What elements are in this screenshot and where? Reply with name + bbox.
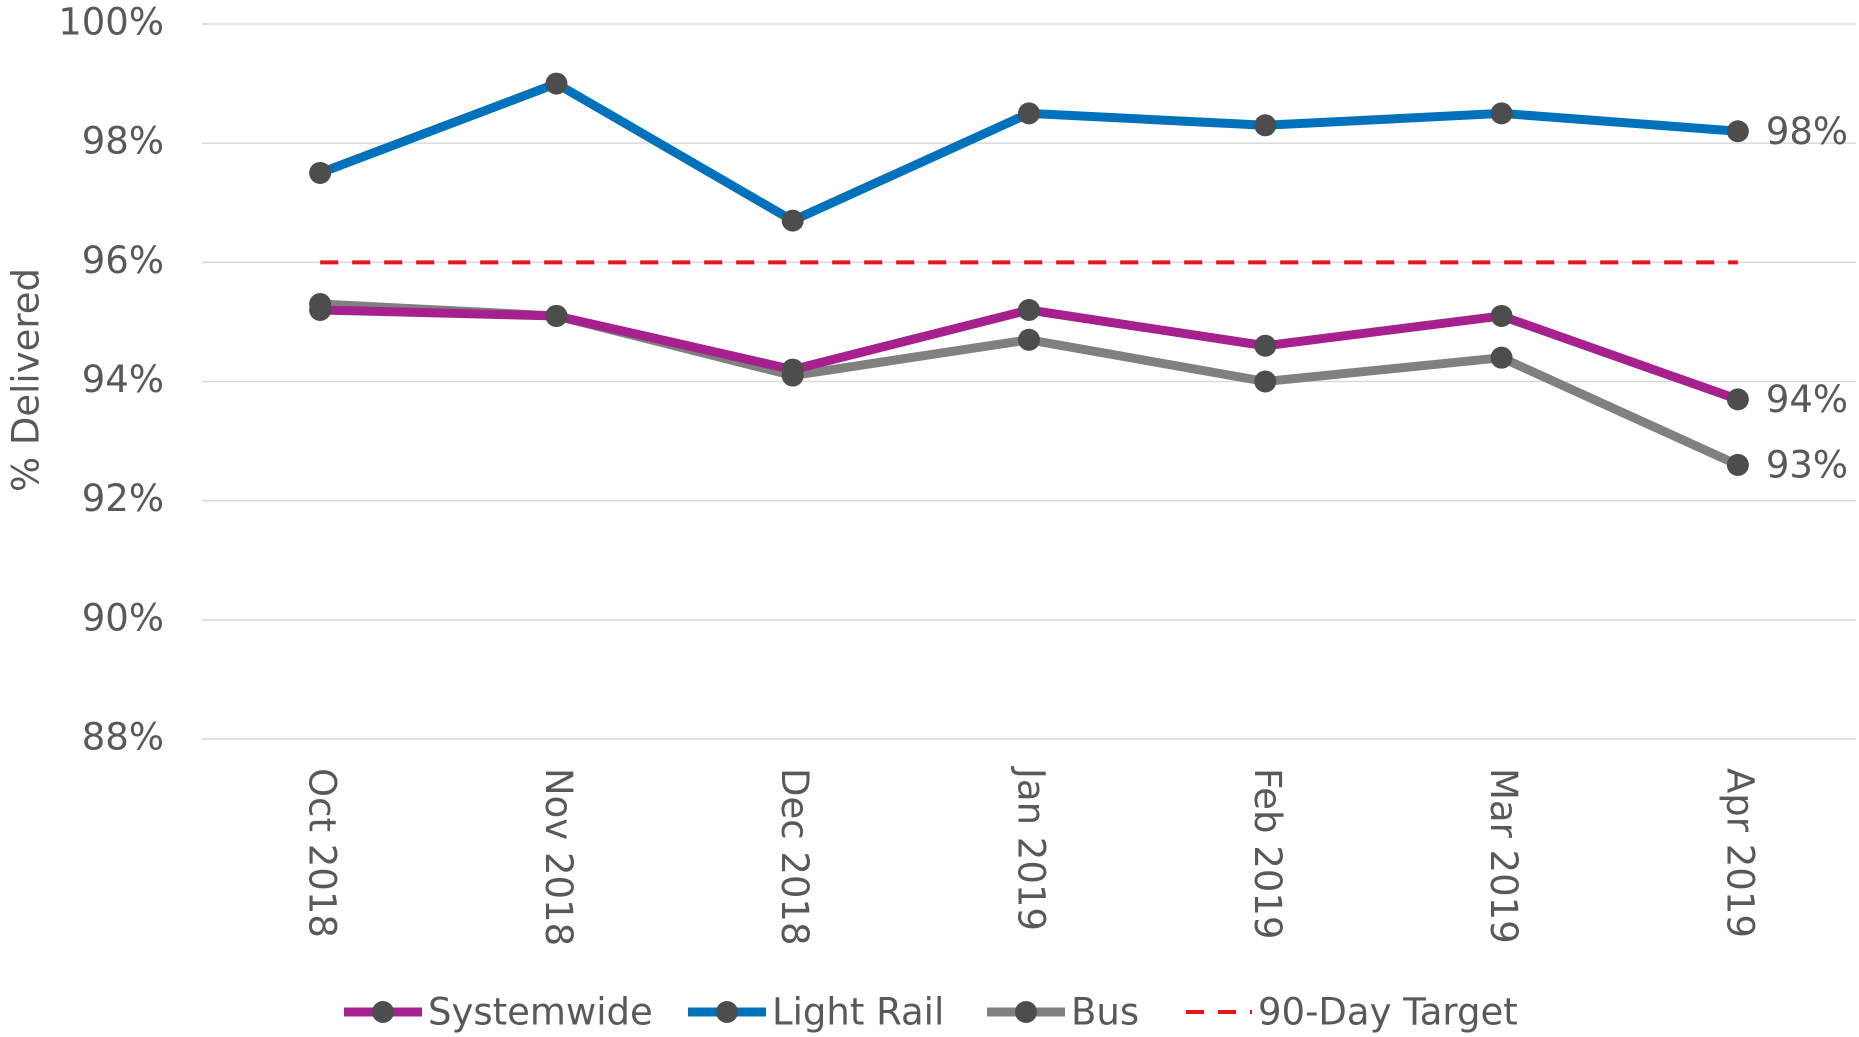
- x-tick-label: Oct 2018: [301, 768, 344, 938]
- marker: [781, 358, 804, 381]
- marker: [1254, 334, 1277, 357]
- legend-label: Systemwide: [428, 991, 653, 1034]
- marker: [1254, 370, 1277, 393]
- marker: [1726, 388, 1749, 411]
- x-tick-label: Dec 2018: [773, 768, 816, 946]
- marker: [1726, 453, 1749, 476]
- marker: [1018, 102, 1040, 125]
- marker: [309, 299, 332, 321]
- marker: [1726, 120, 1749, 143]
- legend-marker: [1015, 1001, 1037, 1023]
- marker: [545, 304, 568, 327]
- marker: [1490, 102, 1513, 125]
- y-tick-label: 100%: [58, 1, 164, 44]
- y-axis-title: % Delivered: [5, 268, 48, 492]
- marker: [1490, 304, 1513, 327]
- x-tick-label: Nov 2018: [537, 768, 580, 946]
- y-tick-label: 98%: [82, 120, 164, 163]
- marker: [1018, 299, 1040, 321]
- marker: [545, 72, 568, 95]
- data-label: 98%: [1766, 110, 1848, 153]
- y-tick-label: 94%: [82, 358, 164, 401]
- x-tick-label: Mar 2019: [1482, 768, 1525, 944]
- y-tick-label: 90%: [82, 596, 164, 639]
- legend-marker: [716, 1001, 738, 1023]
- x-tick-label: Apr 2019: [1718, 768, 1761, 938]
- marker: [781, 209, 804, 232]
- y-tick-label: 88%: [82, 716, 164, 759]
- marker: [1254, 114, 1277, 137]
- marker: [1490, 346, 1513, 369]
- data-label: 93%: [1766, 443, 1848, 486]
- series-line: [320, 305, 1740, 404]
- data-label: 94%: [1766, 378, 1848, 421]
- y-tick-label: 96%: [82, 239, 164, 282]
- legend-label: Bus: [1071, 991, 1139, 1034]
- y-tick-label: 92%: [82, 477, 164, 520]
- marker: [309, 161, 332, 184]
- x-tick-label: Jan 2019: [1010, 766, 1053, 931]
- x-tick-label: Feb 2019: [1246, 768, 1289, 939]
- legend-marker: [372, 1001, 394, 1023]
- marker: [1018, 328, 1040, 351]
- legend-label: Light Rail: [772, 991, 944, 1034]
- legend-label: 90-Day Target: [1258, 991, 1518, 1034]
